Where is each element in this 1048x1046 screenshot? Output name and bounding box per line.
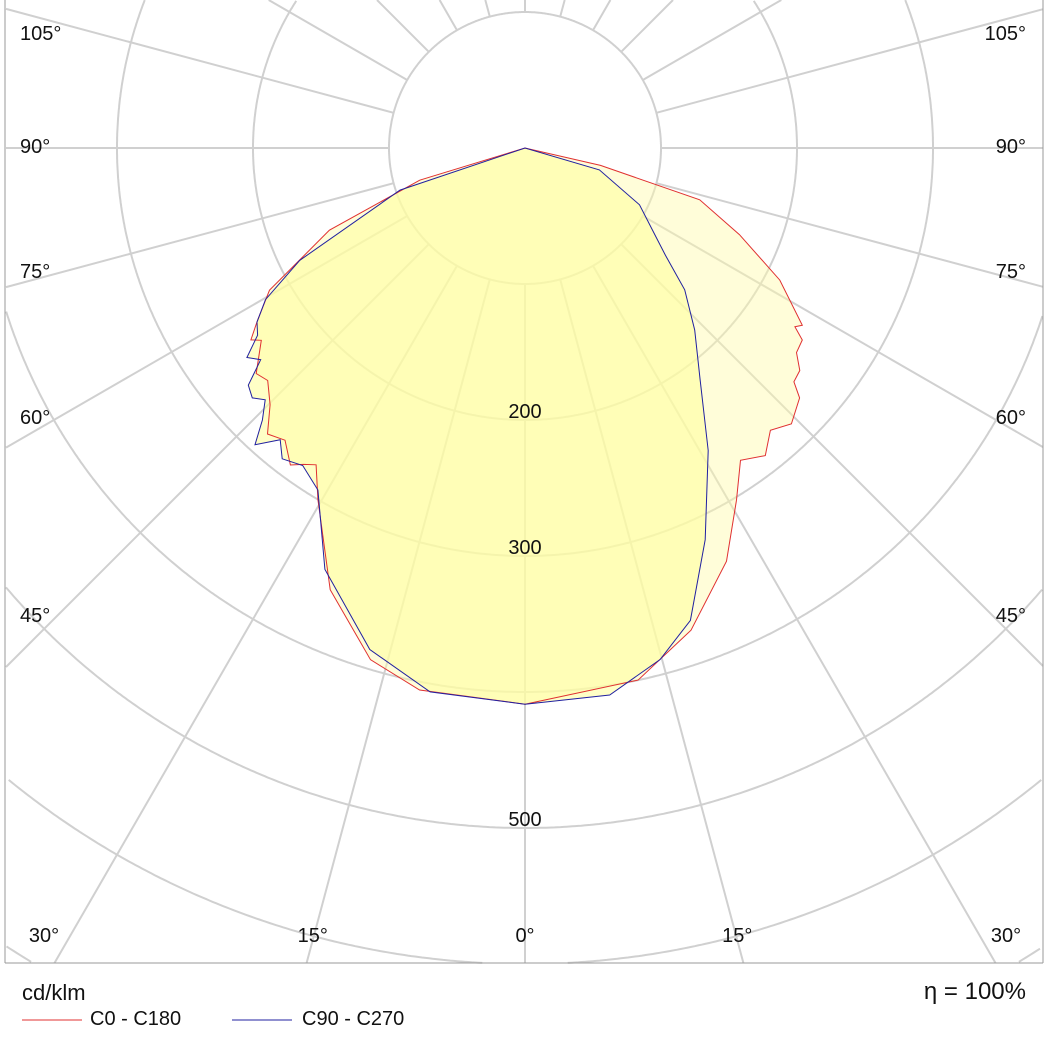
angle-label: 30° <box>991 925 1021 947</box>
angle-label: 30° <box>29 925 59 947</box>
angle-label: 15° <box>298 925 328 947</box>
angle-label: 15° <box>722 925 752 947</box>
radial-label: 500 <box>508 809 541 831</box>
grid-circle <box>904 0 934 148</box>
angle-label: 75° <box>20 261 50 283</box>
grid-spoke <box>656 8 1044 114</box>
grid-circle <box>5 945 32 963</box>
unit-label: cd/klm <box>22 980 86 1005</box>
series-line-c0-c180 <box>250 147 804 705</box>
radial-label: 200 <box>508 401 541 423</box>
angle-label: 90° <box>996 136 1026 158</box>
angle-label: 45° <box>996 605 1026 627</box>
grid-spoke <box>559 0 566 17</box>
angle-label: 105° <box>985 23 1026 45</box>
series-line-c90-c270 <box>246 147 709 705</box>
grid-circle <box>5 586 1043 829</box>
legend-c0: C0 - C180 <box>90 1008 182 1030</box>
labels: 200 300 500 30° 15° 0° 15° 30° 45° 45° 60° 60° 75° 75… <box>20 23 1026 947</box>
curves <box>246 147 804 705</box>
angle-label: 45° <box>20 605 50 627</box>
angle-label: 90° <box>20 136 50 158</box>
grid-spoke <box>438 0 458 31</box>
angle-label: 60° <box>996 407 1026 429</box>
grid-spoke <box>642 0 782 81</box>
curve-fill-1 <box>246 148 709 705</box>
grid-circle <box>752 0 798 148</box>
grid-spoke <box>268 0 408 81</box>
angle-label: 60° <box>20 407 50 429</box>
angle-label: 0° <box>515 925 534 947</box>
angle-label: 75° <box>996 261 1026 283</box>
grid-circle <box>1018 947 1041 963</box>
radial-label: 300 <box>508 537 541 559</box>
angle-label: 105° <box>20 23 61 45</box>
legend-c90: C90 - C270 <box>302 1008 405 1030</box>
efficiency-label: η = 100% <box>923 978 1026 1005</box>
grid-spoke <box>620 243 1044 667</box>
grid-spoke <box>620 0 674 53</box>
grid-spoke <box>376 0 430 53</box>
grid-spoke <box>592 0 612 31</box>
grid-circle <box>8 779 483 964</box>
grid-spoke <box>5 7 394 114</box>
grid-circle <box>567 779 1042 964</box>
grid-spoke <box>642 215 1044 448</box>
grid-spoke <box>5 182 394 289</box>
grid-spoke <box>656 182 1044 288</box>
grid-spoke <box>484 0 491 17</box>
